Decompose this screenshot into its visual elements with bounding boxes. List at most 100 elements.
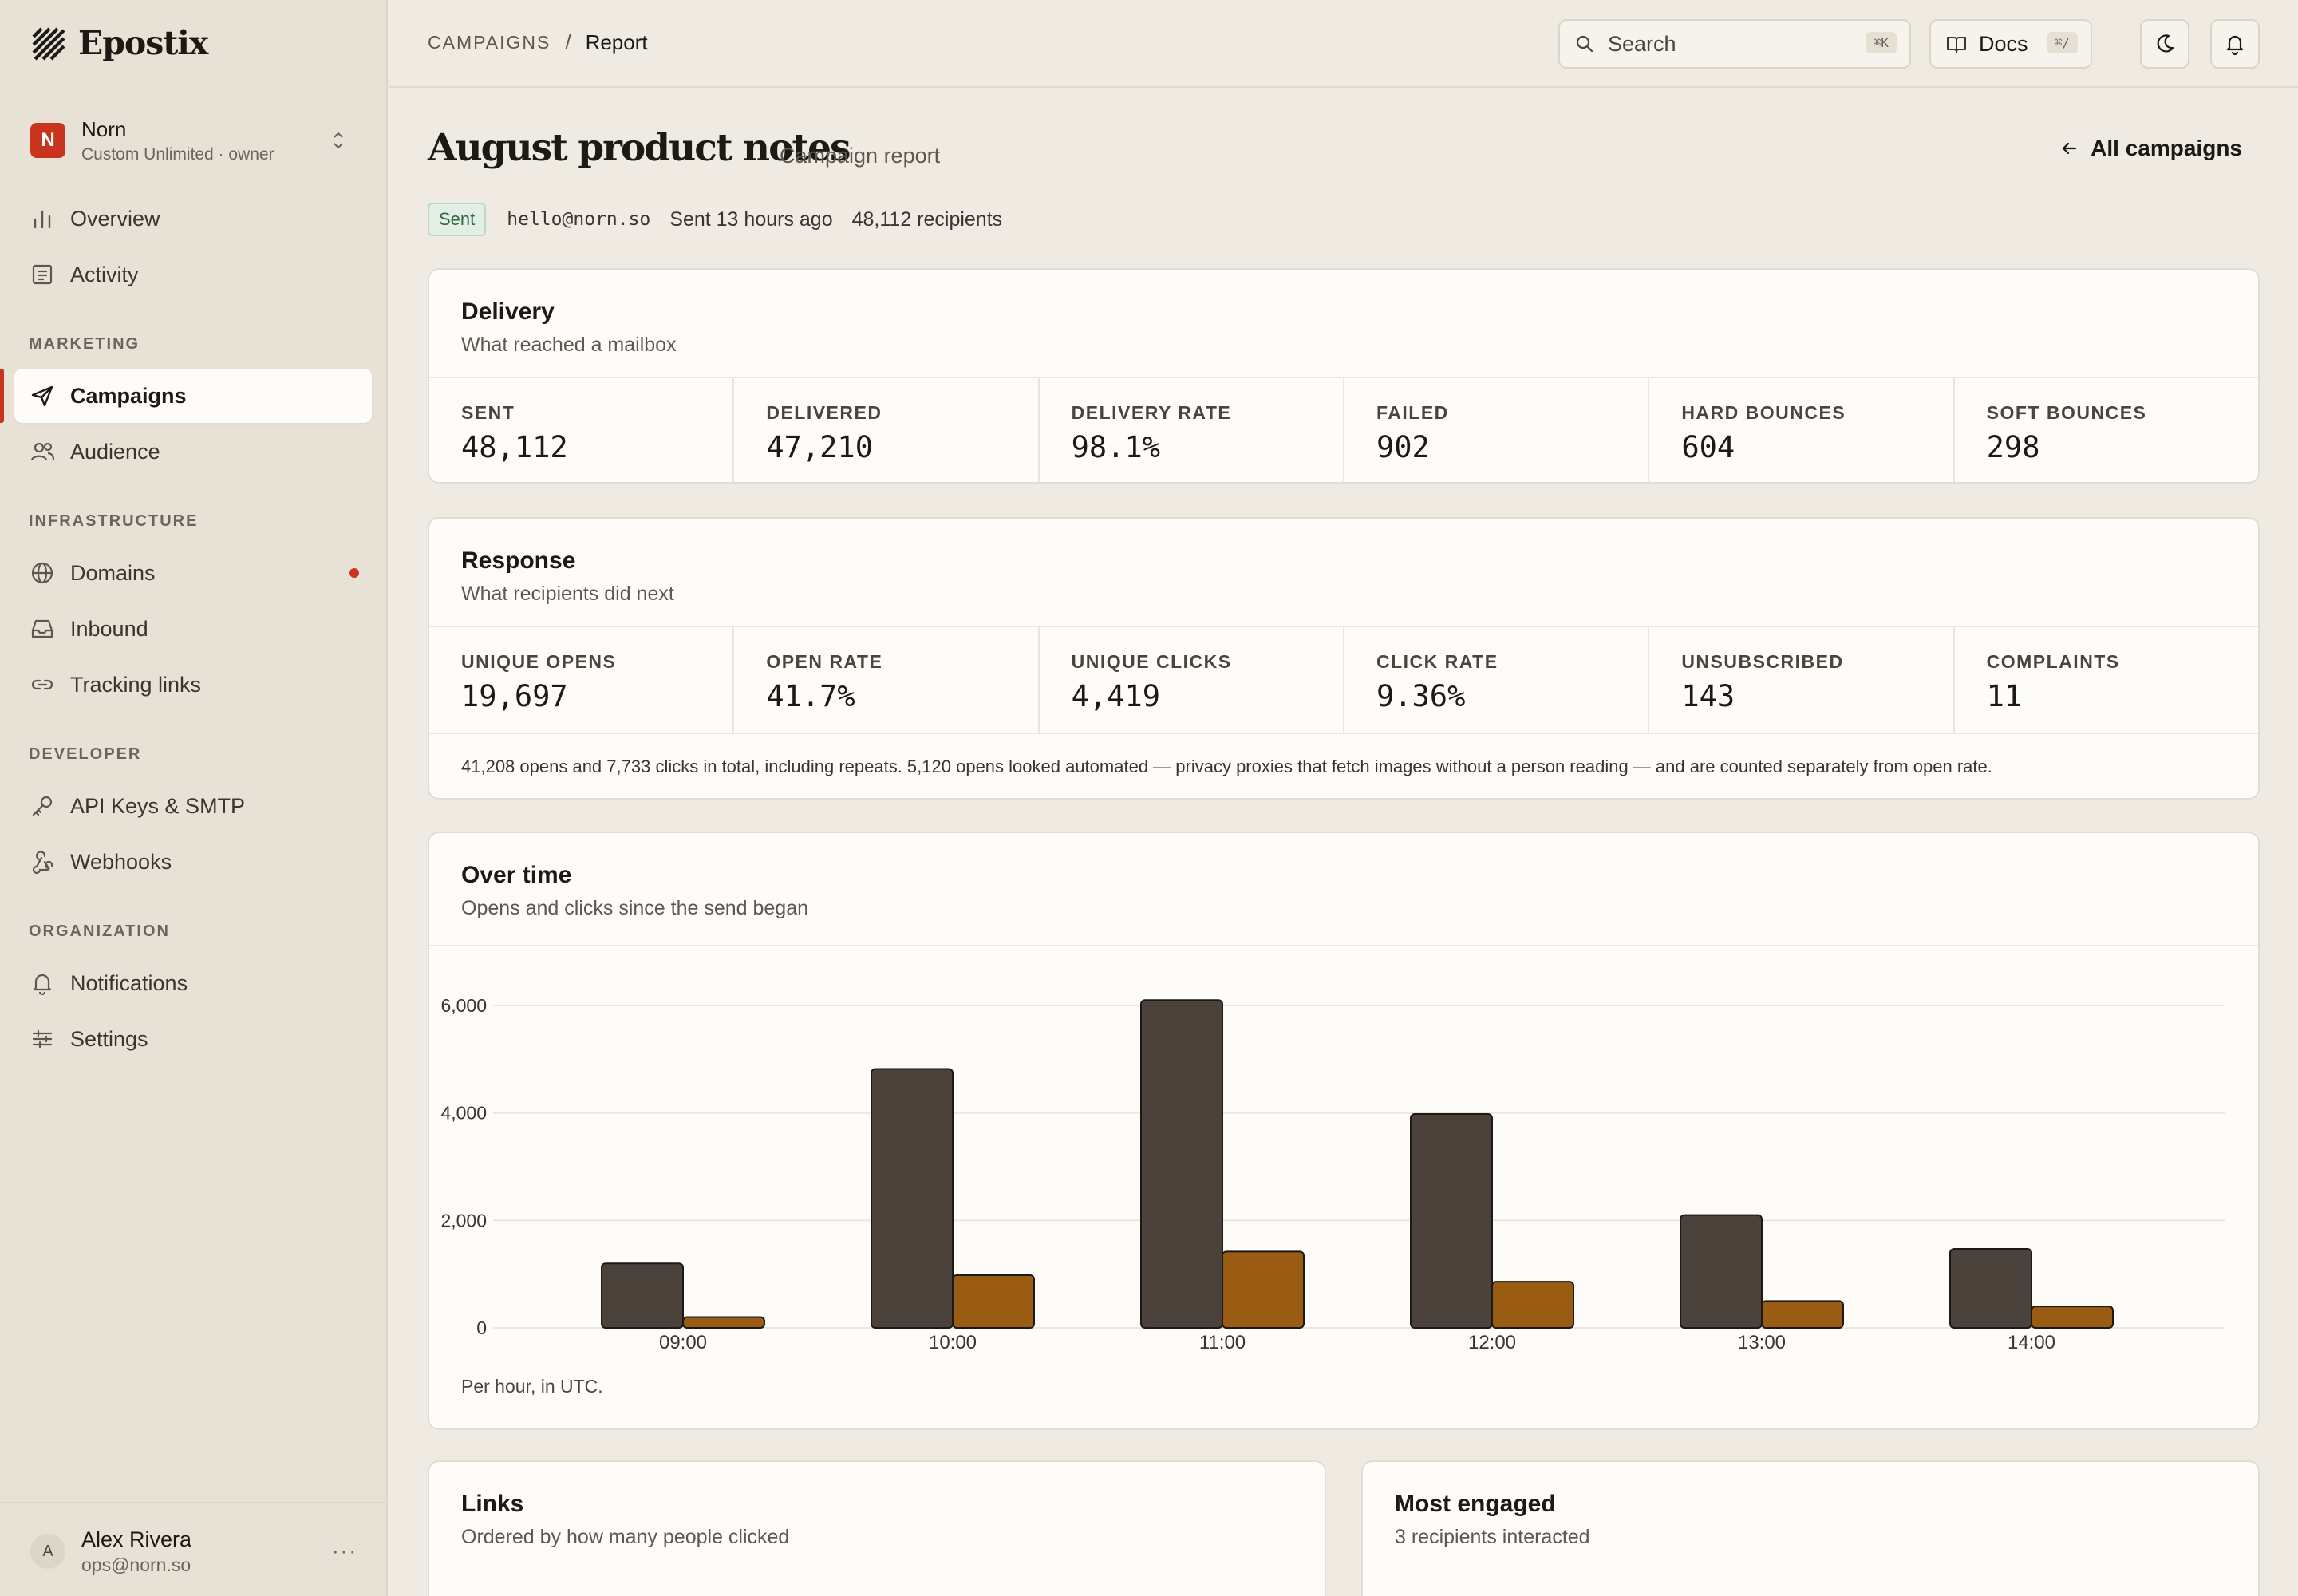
y-tick-label: 4,000 [440, 1103, 487, 1124]
stat-delivery-rate: DELIVERY RATE 98.1% [1040, 378, 1344, 482]
workspace-switcher[interactable]: N Norn Custom Unlimited · owner [18, 110, 370, 171]
over-time-card: Over time Opens and clicks since the sen… [428, 832, 2260, 1430]
sidebar-item-notifications[interactable]: Notifications [14, 956, 372, 1010]
bar-clicks [1491, 1281, 1574, 1329]
stat-complaints: COMPLAINTS 11 [1955, 627, 2258, 733]
sidebar-item-overview[interactable]: Overview [14, 192, 372, 246]
sidebar-item-audience[interactable]: Audience [14, 425, 372, 479]
user-name: Alex Rivera [81, 1527, 192, 1551]
x-tick-label: 13:00 [1738, 1332, 1786, 1353]
stat-sent: SENT 48,112 [429, 378, 735, 482]
y-tick-label: 0 [476, 1317, 487, 1338]
workspace-avatar: N [30, 123, 65, 158]
sidebar-item-tracking-links[interactable]: Tracking links [14, 658, 372, 712]
sidebar-item-webhooks[interactable]: Webhooks [14, 835, 372, 889]
sidebar-item-label: Notifications [70, 970, 188, 995]
stat-label: CLICK RATE [1376, 651, 1498, 672]
stat-unique-clicks: UNIQUE CLICKS 4,419 [1040, 627, 1344, 733]
sidebar-item-api-keys[interactable]: API Keys & SMTP [14, 779, 372, 833]
bar-clicks [1222, 1250, 1305, 1329]
send-icon [31, 385, 53, 407]
sidebar-item-inbound[interactable]: Inbound [14, 602, 372, 656]
most-engaged-card: Most engaged 3 recipients interacted [1361, 1460, 2260, 1596]
brand[interactable]: Epostix [30, 21, 208, 65]
brand-name: Epostix [78, 24, 208, 62]
scroll-list-icon [32, 264, 53, 285]
moon-icon [2157, 34, 2174, 53]
inbox-icon [31, 619, 53, 638]
sent-time: Sent 13 hours ago [669, 207, 833, 231]
stat-unsubscribed: UNSUBSCRIBED 143 [1649, 627, 1955, 733]
globe-icon [31, 562, 53, 584]
x-tick-label: 10:00 [929, 1332, 977, 1353]
card-title: Response [461, 547, 576, 574]
stat-value: 902 [1376, 430, 1430, 464]
stat-value: 298 [1986, 430, 2040, 464]
card-title: Over time [461, 862, 572, 888]
nav-section-organization: ORGANIZATION [29, 922, 170, 940]
sidebar-item-label: Campaigns [70, 383, 187, 408]
user-email: ops@norn.so [81, 1555, 192, 1575]
sidebar-item-domains[interactable]: Domains [14, 546, 372, 600]
card-title: Delivery [461, 298, 555, 325]
delivery-stats: SENT 48,112 DELIVERED 47,210 DELIVERY RA… [429, 377, 2258, 482]
stat-value: 143 [1681, 679, 1735, 713]
page-title: August product notes [428, 126, 851, 170]
bar-chart-icon [34, 210, 51, 229]
more-options-button[interactable]: ··· [332, 1539, 357, 1562]
webhook-icon [32, 851, 53, 875]
stat-soft-bounces: SOFT BOUNCES 298 [1955, 378, 2258, 482]
sidebar-item-label: Webhooks [70, 849, 172, 874]
sidebar-item-settings[interactable]: Settings [14, 1012, 372, 1066]
response-footnote: 41,208 opens and 7,733 clicks in total, … [429, 733, 2258, 798]
sender-address: hello@norn.so [507, 209, 651, 230]
stat-value: 9.36% [1376, 679, 1466, 713]
response-stats: UNIQUE OPENS 19,697 OPEN RATE 41.7% UNIQ… [429, 626, 2258, 733]
bell-icon [33, 974, 52, 996]
stat-label: UNIQUE OPENS [461, 651, 617, 672]
breadcrumb-report: Report [585, 30, 648, 54]
nav-section-infrastructure: INFRASTRUCTURE [29, 512, 199, 530]
search-input[interactable]: Search ⌘K [1558, 19, 1911, 69]
nav-section-marketing: MARKETING [29, 335, 140, 353]
card-description: What recipients did next [461, 583, 674, 605]
delivery-card: Delivery What reached a mailbox SENT 48,… [428, 268, 2260, 484]
y-tick-label: 2,000 [440, 1210, 487, 1231]
stat-value: 47,210 [766, 430, 873, 464]
page-subtitle: Campaign report [780, 144, 941, 168]
stat-value: 604 [1681, 430, 1735, 464]
bell-icon [2226, 35, 2244, 56]
stat-label: COMPLAINTS [1986, 651, 2120, 672]
card-description: Opens and clicks since the send began [461, 897, 808, 919]
bar-opens [1410, 1113, 1493, 1329]
stat-value: 48,112 [461, 430, 568, 464]
sidebar-item-label: Audience [70, 439, 160, 464]
search-icon [1576, 35, 1593, 53]
user-menu[interactable]: A Alex Rivera ops@norn.so ··· [0, 1502, 388, 1596]
stat-value: 11 [1986, 679, 2023, 713]
links-card: Links Ordered by how many people clicked [428, 1460, 1326, 1596]
x-tick-label: 11:00 [1199, 1332, 1246, 1353]
sliders-icon [32, 1029, 53, 1049]
card-description: Ordered by how many people clicked [461, 1526, 790, 1548]
notifications-button[interactable] [2210, 19, 2260, 69]
bar-opens [1949, 1248, 2032, 1329]
sidebar-item-label: Activity [70, 262, 139, 286]
bar-clicks [682, 1316, 765, 1329]
stat-failed: FAILED 902 [1344, 378, 1650, 482]
stat-value: 41.7% [766, 679, 855, 713]
all-campaigns-link[interactable]: All campaigns [2059, 136, 2242, 161]
chevron-up-down-icon [334, 132, 343, 149]
docs-button[interactable]: Docs ⌘/ [1929, 19, 2092, 69]
theme-toggle-button[interactable] [2140, 19, 2189, 69]
breadcrumb-campaigns[interactable]: CAMPAIGNS [428, 32, 551, 53]
sidebar-item-label: Domains [70, 560, 156, 585]
sidebar-item-campaigns[interactable]: Campaigns [0, 369, 372, 423]
stat-click-rate: CLICK RATE 9.36% [1344, 627, 1650, 733]
sidebar-item-activity[interactable]: Activity [14, 247, 372, 302]
sidebar-item-label: Settings [70, 1026, 148, 1051]
sidebar: Epostix N Norn Custom Unlimited · owner … [0, 0, 388, 1596]
stat-value: 4,419 [1071, 679, 1161, 713]
response-card: Response What recipients did next UNIQUE… [428, 517, 2260, 800]
